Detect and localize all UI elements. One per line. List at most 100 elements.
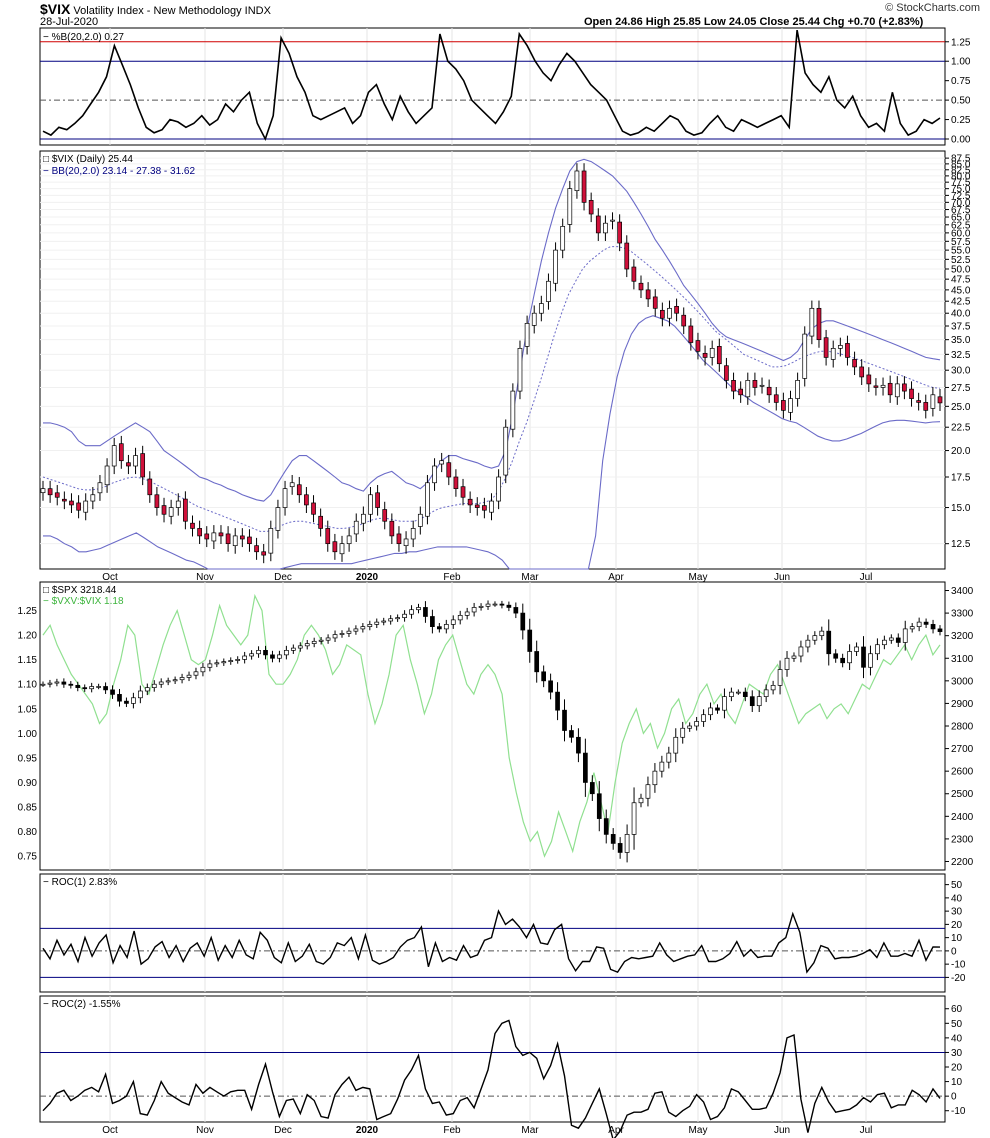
spx-candle (221, 661, 227, 664)
vix-candle (325, 528, 331, 545)
vix-candle (375, 492, 380, 508)
vix-candle (845, 343, 850, 358)
vix-tick-label: 72.5 (951, 191, 971, 202)
vix-tick-label: 75.0 (951, 184, 971, 195)
spx-candle (416, 607, 421, 611)
spx-candle (61, 681, 67, 685)
spx-candle (478, 605, 484, 608)
spx-candle (297, 645, 303, 649)
bollinger-legend: − BB(20,2.0) 23.14 - 27.38 - 31.62 (43, 166, 195, 177)
vix-candle (175, 500, 181, 508)
vix-candle (766, 386, 772, 396)
spx-candle (284, 650, 289, 656)
vix-candle (731, 380, 736, 392)
spx-candle (249, 653, 254, 657)
spx-candle (930, 624, 936, 630)
vix-candle (474, 504, 480, 508)
spx-candle (464, 611, 470, 616)
spx-tick-label: 2900 (951, 699, 974, 710)
roc1-panel (39, 873, 946, 993)
spx-tick-label: 3300 (951, 609, 974, 620)
vix-candle (894, 383, 900, 398)
spx-candle (763, 689, 769, 697)
spx-candle (708, 707, 713, 716)
vix-tick-label: 30.0 (951, 366, 971, 377)
vix-candle (631, 266, 637, 282)
vix-candle (496, 476, 501, 502)
percent-b-tick-label: 0.25 (951, 115, 971, 126)
vix-candle (816, 307, 822, 341)
vix-tick-label: 25.0 (951, 402, 971, 413)
month-label-lower: 2020 (356, 1125, 379, 1136)
spx-candle (735, 691, 741, 694)
vix-candle (517, 348, 523, 392)
spx-candle (360, 626, 366, 630)
vix-candle (681, 314, 687, 327)
vix-tick-label: 87.5 (951, 154, 971, 165)
vix-candle (467, 498, 473, 506)
spx-candle (805, 639, 811, 648)
spx-candle (541, 671, 547, 682)
roc1-tick-label: 0 (951, 946, 957, 957)
vix-candle (702, 352, 708, 358)
spx-candle (645, 784, 651, 799)
spx-candle (513, 607, 519, 614)
spx-tick-label: 2500 (951, 789, 974, 800)
spx-candle (694, 721, 699, 727)
spx-candle (110, 689, 115, 695)
vix-tick-label: 80.0 (951, 171, 971, 182)
vix-candle (809, 307, 815, 337)
roc1-tick-label: 30 (951, 907, 963, 918)
vix-tick-label: 60.0 (951, 228, 971, 239)
vix-candle (104, 465, 110, 486)
vix-candle (225, 533, 231, 545)
spx-tick-label: 2600 (951, 767, 974, 778)
spx-tick-label: 2400 (951, 812, 974, 823)
vix-candle (62, 498, 67, 502)
vix-tick-label: 37.5 (951, 322, 971, 333)
vix-candle (830, 348, 836, 360)
spx-candle (179, 677, 185, 681)
vix-candle (695, 340, 701, 352)
spx-candle (527, 629, 533, 652)
exchange-label: INDX (244, 5, 271, 17)
vix-candle (247, 536, 252, 545)
spx-tick-label: 2300 (951, 834, 974, 845)
vix-candle (111, 445, 117, 467)
vix-candle (553, 249, 558, 284)
vix-candle (688, 325, 694, 343)
vix-candle (510, 390, 516, 430)
quote-summary: Open 24.86 High 25.85 Low 24.05 Close 25… (584, 16, 924, 28)
vix-candle (190, 522, 195, 529)
spx-candle (158, 681, 164, 685)
spx-candle (443, 624, 449, 630)
vix-candle (446, 462, 452, 478)
spx-candle (409, 609, 414, 615)
ratio-legend: − $VXV:$VIX 1.18 (43, 596, 124, 607)
percent-b-line (42, 29, 941, 142)
spx-candle (332, 634, 338, 639)
spx-candle (749, 696, 755, 707)
vix-candle (617, 221, 622, 244)
vix-legend: □ $VIX (Daily) 25.44 (43, 154, 133, 165)
vix-candle (837, 345, 843, 349)
vix-candle (503, 426, 509, 476)
vix-candle (83, 500, 89, 513)
vix-candle (76, 502, 81, 511)
roc1-tick-label: 10 (951, 933, 963, 944)
spx-candle (124, 700, 129, 704)
spx-candle (353, 628, 359, 632)
month-label-lower: Jul (860, 1125, 873, 1136)
vix-tick-label: 62.5 (951, 220, 971, 231)
chart-header-left: $VIX Volatility Index - New Methodology … (40, 1, 271, 17)
vix-candle (118, 443, 124, 462)
vix-tick-label: 82.5 (951, 165, 971, 176)
spx-candle (68, 683, 74, 686)
vix-candle (738, 388, 744, 396)
spx-candle (256, 650, 261, 655)
percent-b-panel (39, 27, 946, 146)
roc1-tick-label: -10 (951, 960, 966, 971)
vxv-vix-ratio-line (42, 593, 941, 858)
spx-candle (603, 818, 609, 835)
spx-legend: □ $SPX 3218.44 (43, 585, 117, 596)
